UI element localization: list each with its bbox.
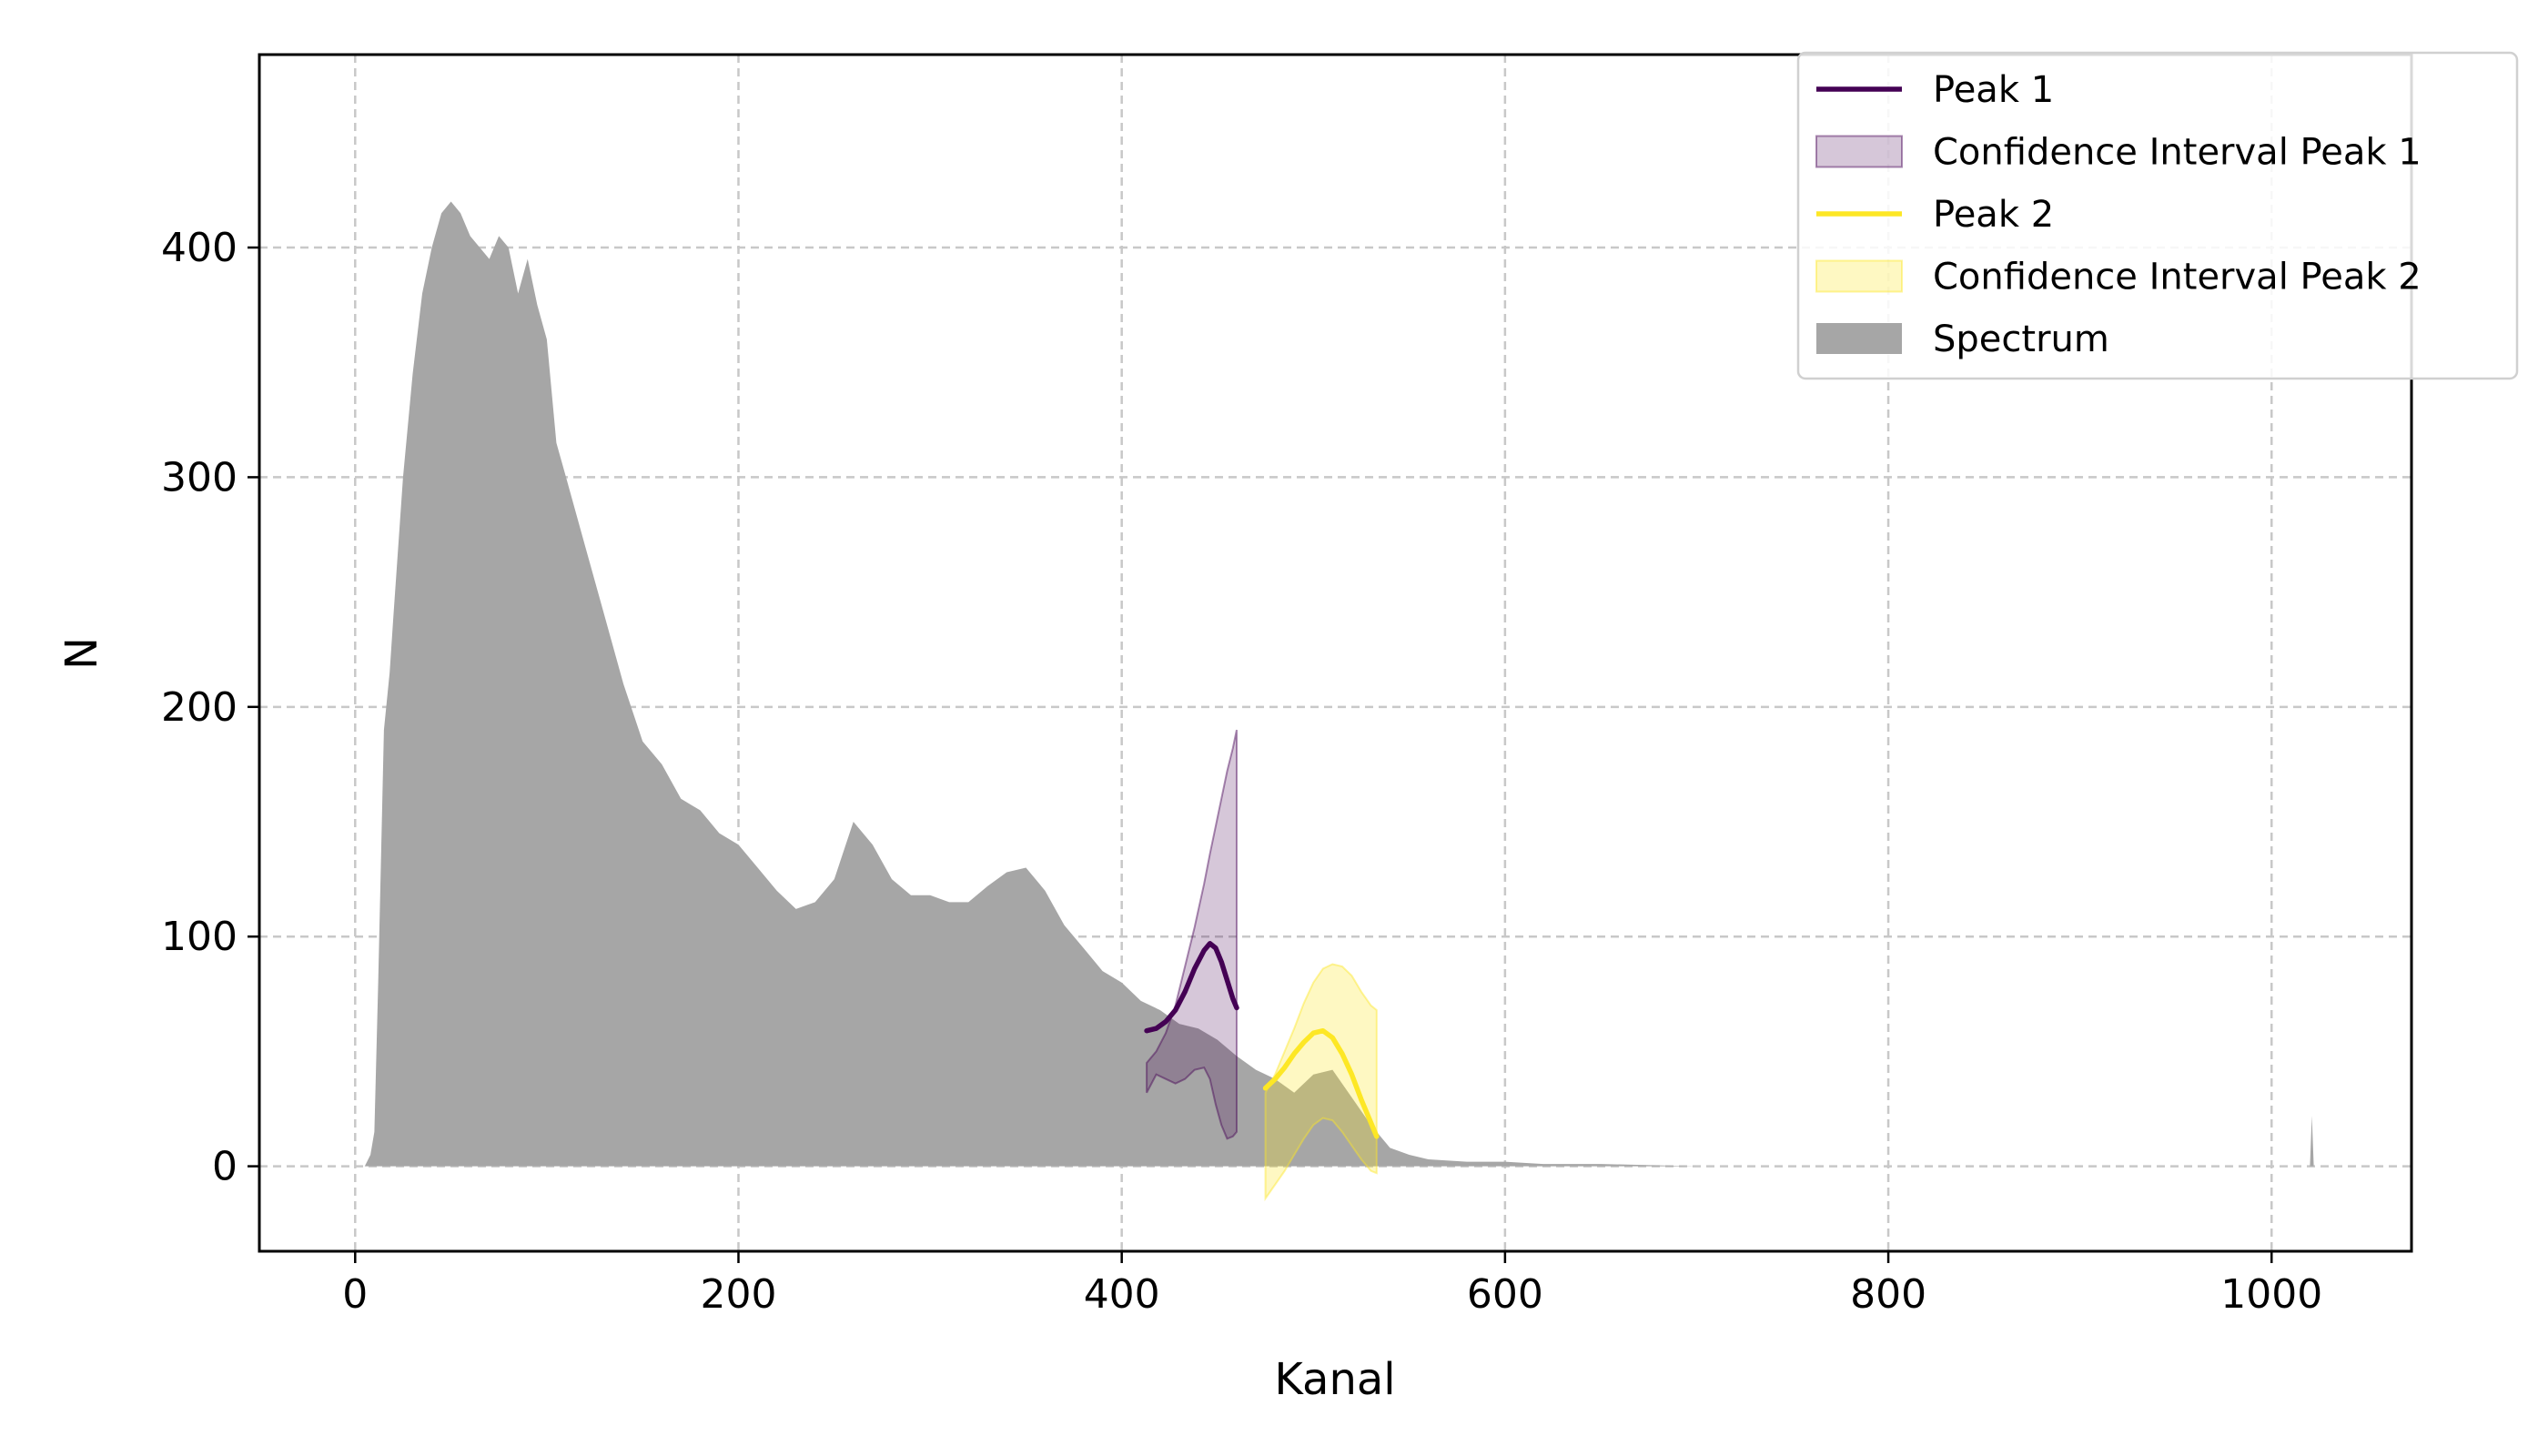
x-tick-label: 400: [1084, 1271, 1160, 1318]
peak-1-line: [1144, 941, 1239, 1034]
legend-label: Spectrum: [1933, 318, 2109, 360]
plot-frame: [258, 53, 2413, 1253]
y-tick-label: 100: [161, 914, 238, 960]
spectrum-fill: [355, 201, 2316, 1167]
y-tick-label: 200: [161, 684, 238, 731]
x-tick-label: 200: [700, 1271, 776, 1318]
confidence-band-peak-2: [1264, 963, 1378, 1202]
legend-label: Peak 2: [1933, 194, 2054, 236]
legend-label: Peak 1: [1933, 69, 2054, 111]
x-tick-label: 600: [1467, 1271, 1543, 1318]
y-tick-label: 300: [161, 454, 238, 500]
legend-box: [1796, 51, 2519, 380]
y-axis-ticks: 0 100 200 300 400: [161, 225, 259, 1190]
x-tick-label: 1000: [2220, 1271, 2322, 1318]
x-axis-ticks: 0 200 400 600 800 1000: [342, 1251, 2322, 1318]
spectrum-area: [355, 201, 2316, 1167]
peak-lines: [1144, 941, 1380, 1139]
x-tick-label: 800: [1850, 1271, 1926, 1318]
legend-label: Confidence Interval Peak 2: [1933, 257, 2422, 298]
y-axis-label: N: [56, 637, 107, 670]
x-tick-label: 0: [342, 1271, 368, 1318]
legend-swatch-patch: [1815, 135, 1903, 168]
x-axis-label: Kanal: [1274, 1354, 1395, 1405]
legend-swatch-patch: [1815, 259, 1903, 293]
legend-label: Confidence Interval Peak 1: [1933, 132, 2422, 174]
peak-2-line: [1262, 1027, 1380, 1139]
confidence-band-peak-1: [1146, 729, 1238, 1140]
confidence-bands: [1146, 729, 1378, 1202]
legend: Peak 1 Confidence Interval Peak 1 Peak 2 Co…: [1796, 51, 2519, 380]
y-tick-label: 400: [161, 225, 238, 271]
y-tick-label: 0: [212, 1144, 238, 1190]
legend-swatch-patch: [1816, 323, 1902, 354]
